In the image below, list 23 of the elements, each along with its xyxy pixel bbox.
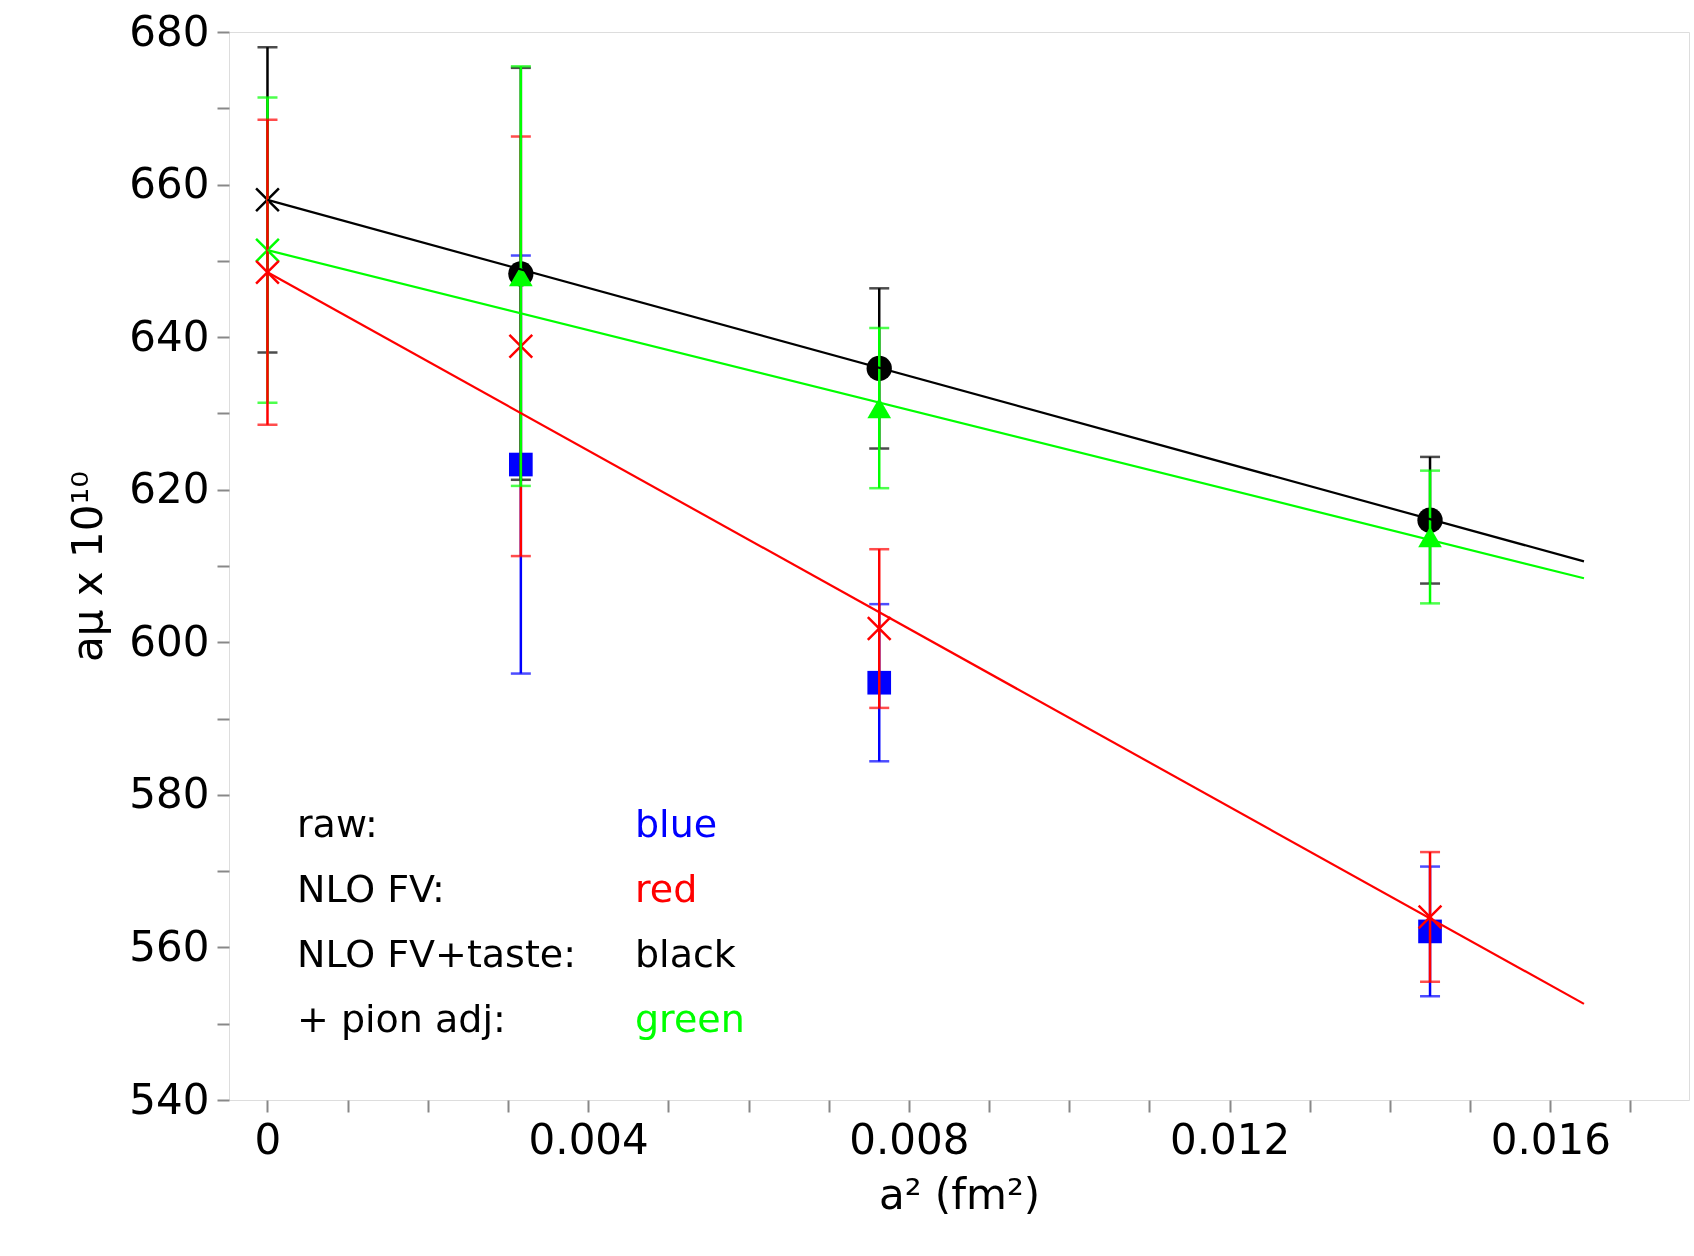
x-tick-label: 0.008: [849, 1114, 970, 1164]
annotation: red: [635, 867, 698, 911]
y-tick-label: 620: [129, 464, 210, 514]
annotation: NLO FV:: [297, 867, 445, 911]
annotation: green: [635, 997, 745, 1041]
annotation: raw:: [297, 802, 378, 846]
y-axis-title: aμ x 10¹⁰: [63, 470, 113, 663]
annotation: + pion adj:: [297, 997, 506, 1041]
annotation: NLO FV+taste:: [297, 932, 576, 976]
x-axis-title: a² (fm²): [878, 1169, 1041, 1219]
y-tick-label: 600: [129, 616, 210, 666]
y-tick-label: 640: [129, 311, 210, 361]
y-tick-label: 580: [129, 769, 210, 819]
y-tick-label: 660: [129, 159, 210, 209]
annotation: black: [635, 932, 736, 976]
y-tick-label: 680: [129, 6, 210, 56]
annotation: blue: [635, 802, 718, 846]
x-tick-label: 0.016: [1490, 1114, 1611, 1164]
y-tick-label: 540: [129, 1074, 210, 1124]
y-tick-label: 560: [129, 921, 210, 971]
x-tick-label: 0: [254, 1114, 282, 1164]
x-tick-label: 0.012: [1169, 1114, 1291, 1164]
x-tick-label: 0.004: [528, 1114, 649, 1164]
